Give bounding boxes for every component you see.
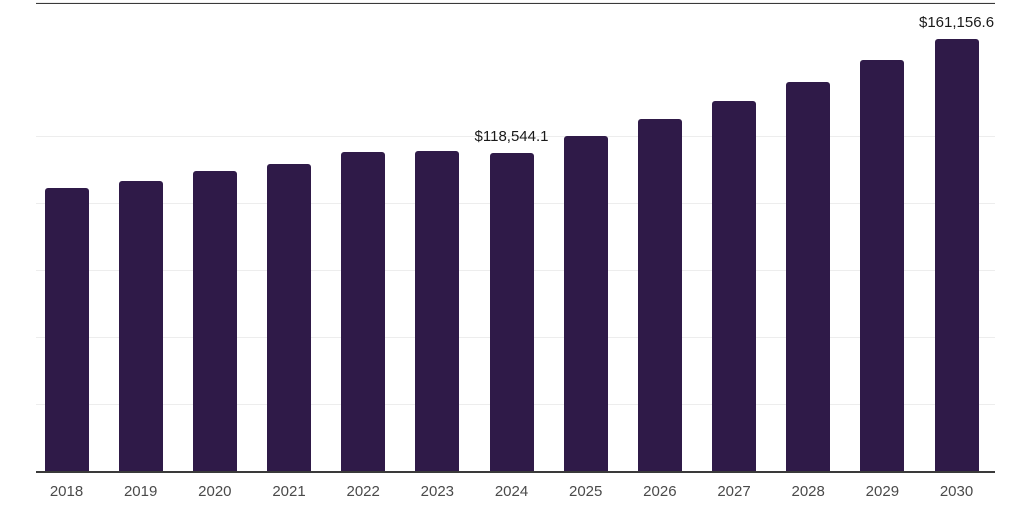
x-tick-label-2030: 2030 <box>939 483 974 500</box>
bar-2022 <box>341 152 386 471</box>
x-tick-label-2027: 2027 <box>717 483 751 500</box>
x-tick-label-2020: 2020 <box>198 483 232 500</box>
x-tick-label-2023: 2023 <box>420 483 455 500</box>
gridline <box>36 2 995 3</box>
x-tick-label-2025: 2025 <box>569 483 603 500</box>
bar-2020 <box>192 171 237 471</box>
x-axis: 2018 2019 2020 2021 2022 2023 2024 2025 2026 2027… <box>36 483 995 503</box>
bar-2030 <box>934 39 979 471</box>
plot-top-border <box>36 2 995 4</box>
x-tick-label-2026: 2026 <box>643 483 677 500</box>
x-tick-label-2022: 2022 <box>346 483 380 500</box>
bar-2027 <box>712 101 757 471</box>
plot-area: $118,544.1 $161,156.6 <box>36 2 995 473</box>
bar-2026 <box>637 119 682 471</box>
data-label-2030: $161,156.6 <box>918 14 995 32</box>
bar-2023 <box>415 151 460 471</box>
x-tick-label-2021: 2021 <box>272 483 306 500</box>
x-axis-line <box>36 471 995 473</box>
bar-2021 <box>267 164 311 471</box>
bar-2018 <box>44 188 89 471</box>
bar-2029 <box>860 59 905 471</box>
bar-2024 <box>489 153 534 471</box>
x-tick-label-2029: 2029 <box>865 483 900 500</box>
x-tick-label-2024: 2024 <box>494 483 529 500</box>
bar-2025 <box>563 136 608 471</box>
bar-2019 <box>118 181 163 471</box>
x-tick-label-2028: 2028 <box>791 483 825 500</box>
data-label-2024: $118,544.1 <box>474 128 549 146</box>
x-tick-label-2019: 2019 <box>123 483 158 500</box>
bar-2028 <box>786 82 831 471</box>
x-tick-label-2018: 2018 <box>49 483 84 500</box>
gridline <box>36 136 995 137</box>
